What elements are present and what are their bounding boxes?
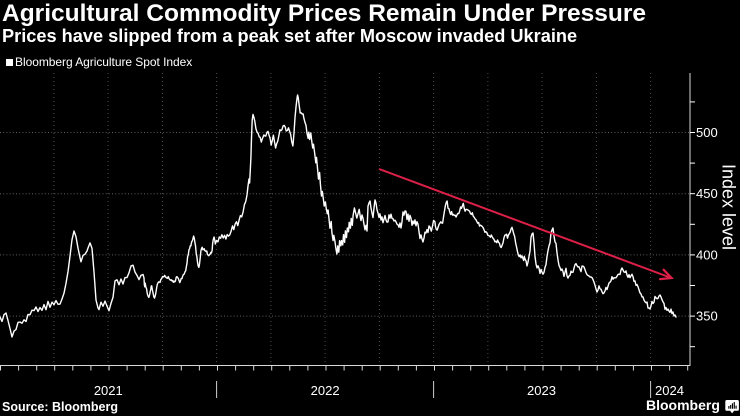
svg-text:400: 400 [696, 247, 718, 262]
svg-text:Index level: Index level [719, 164, 739, 250]
svg-text:2024: 2024 [655, 383, 684, 398]
svg-text:350: 350 [696, 309, 718, 324]
svg-text:450: 450 [696, 186, 718, 201]
svg-text:2022: 2022 [311, 383, 340, 398]
svg-text:2023: 2023 [527, 383, 556, 398]
svg-text:500: 500 [696, 125, 718, 140]
svg-text:2021: 2021 [94, 383, 123, 398]
